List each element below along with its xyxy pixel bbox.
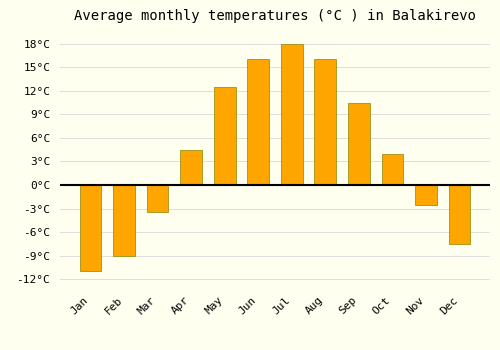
Bar [348,103,370,185]
Bar [146,185,169,212]
Bar [113,185,135,256]
Bar [448,185,470,244]
Bar [382,154,404,185]
Bar [248,60,269,185]
Bar [281,44,302,185]
Bar [214,87,236,185]
Bar [80,185,102,271]
Bar [180,150,202,185]
Bar [314,60,336,185]
Title: Average monthly temperatures (°C ) in Balakirevo: Average monthly temperatures (°C ) in Ba… [74,9,476,23]
Bar [415,185,437,205]
